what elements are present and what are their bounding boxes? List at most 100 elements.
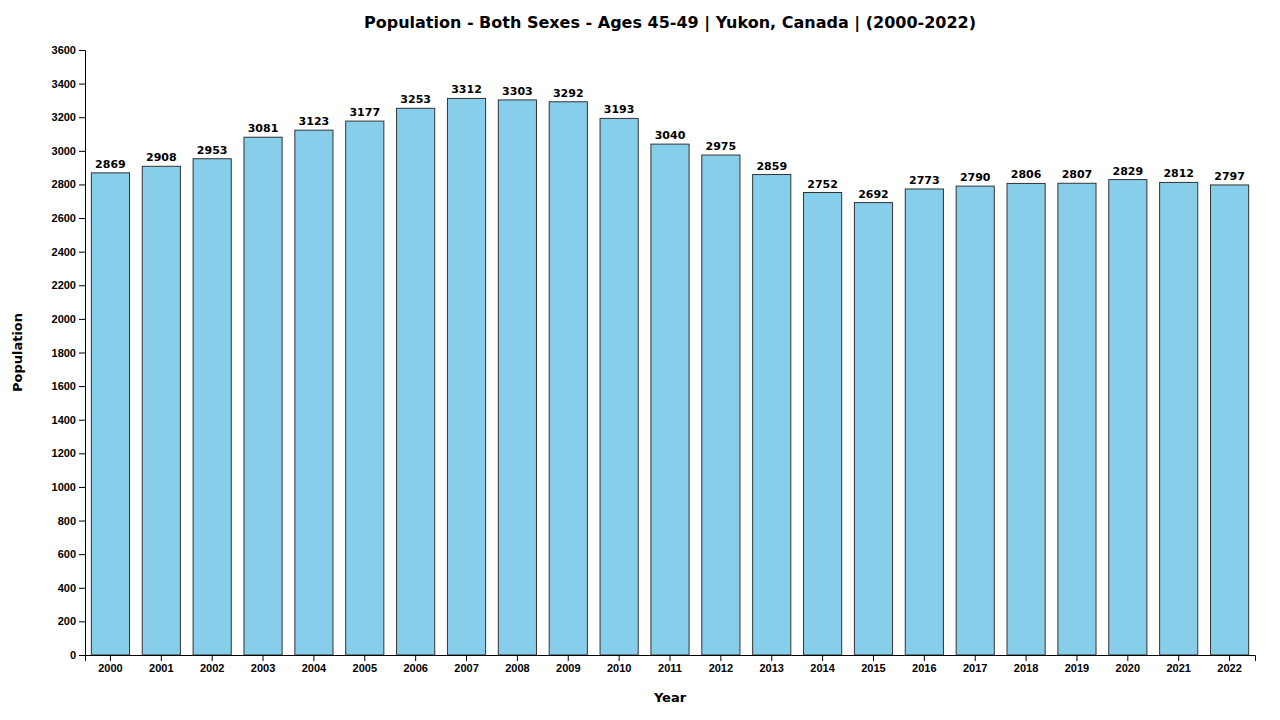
x-tick-label: 2013 [759, 662, 783, 674]
x-tick: 2001 [149, 655, 173, 674]
y-tick-label: 1000 [52, 481, 76, 493]
y-tick: 2200 [52, 279, 85, 291]
x-tick-mark [212, 655, 213, 661]
y-tick-label: 400 [58, 582, 76, 594]
x-tick: 2018 [1014, 655, 1038, 674]
data-label: 2790 [960, 171, 991, 184]
data-label: 3177 [349, 106, 380, 119]
y-tick: 1000 [52, 481, 85, 493]
y-tick-label: 1800 [52, 347, 76, 359]
x-tick-mark [517, 655, 518, 661]
y-tick-mark [79, 621, 85, 622]
y-tick-mark [79, 487, 85, 488]
y-tick: 1400 [52, 414, 85, 426]
x-tick-mark [771, 655, 772, 661]
x-tick-label: 2004 [302, 662, 327, 674]
x-tick: 2002 [200, 655, 224, 674]
y-tick-label: 3200 [52, 111, 76, 123]
y-tick: 3400 [52, 78, 85, 90]
data-label: 2859 [756, 160, 787, 173]
y-tick-mark [79, 386, 85, 387]
bar [447, 98, 485, 655]
bar [1210, 185, 1248, 655]
y-tick-mark [79, 453, 85, 454]
y-tick: 3000 [52, 145, 85, 157]
x-tick-mark [263, 655, 264, 661]
y-tick-mark [79, 554, 85, 555]
x-axis: 2000200120022003200420052006200720082009… [86, 655, 1256, 674]
data-label: 2773 [909, 174, 940, 187]
y-tick-mark [79, 50, 85, 51]
bar [193, 159, 231, 655]
x-tick-label: 2012 [709, 662, 733, 674]
x-tick: 2005 [353, 655, 377, 674]
y-axis: 0200400600800100012001400160018002000220… [52, 44, 86, 661]
x-tick: 2000 [98, 655, 122, 674]
y-tick-mark [79, 521, 85, 522]
x-tick: 2021 [1166, 655, 1190, 674]
y-tick-mark [79, 218, 85, 219]
data-label: 3040 [655, 129, 686, 142]
bar [295, 130, 333, 655]
x-axis-line [86, 656, 1256, 662]
bar [142, 166, 180, 655]
bar [956, 186, 994, 655]
y-tick-label: 0 [70, 649, 76, 661]
y-tick-mark [79, 353, 85, 354]
x-tick: 2013 [759, 655, 783, 674]
x-tick-label: 2005 [353, 662, 377, 674]
x-tick-mark [924, 655, 925, 661]
x-tick-label: 2011 [658, 662, 682, 674]
x-tick: 2012 [709, 655, 733, 674]
y-tick-mark [79, 319, 85, 320]
x-tick-label: 2014 [810, 662, 835, 674]
bar [1160, 182, 1198, 655]
y-tick: 3200 [52, 111, 85, 123]
x-tick-label: 2003 [251, 662, 275, 674]
y-tick: 1600 [52, 380, 85, 392]
y-tick-mark [79, 285, 85, 286]
x-tick: 2009 [556, 655, 580, 674]
data-label: 2807 [1062, 168, 1093, 181]
y-tick-label: 1400 [52, 414, 76, 426]
y-tick: 3600 [52, 44, 85, 56]
y-tick: 200 [58, 615, 85, 627]
x-tick-mark [975, 655, 976, 661]
x-tick-mark [1026, 655, 1027, 661]
data-label: 2692 [858, 188, 889, 201]
data-label: 2797 [1214, 170, 1245, 183]
y-tick: 0 [70, 649, 85, 661]
y-tick: 2600 [52, 212, 85, 224]
x-tick-label: 2002 [200, 662, 224, 674]
data-label: 3081 [248, 122, 279, 135]
bar [549, 102, 587, 655]
y-tick-mark [79, 151, 85, 152]
x-tick-mark [364, 655, 365, 661]
y-tick-mark [79, 252, 85, 253]
x-tick-mark [720, 655, 721, 661]
x-tick-label: 2007 [454, 662, 478, 674]
y-tick-label: 2000 [52, 313, 76, 325]
x-tick: 2004 [302, 655, 327, 674]
y-tick: 2000 [52, 313, 85, 325]
x-tick-mark [670, 655, 671, 661]
x-tick-mark [466, 655, 467, 661]
y-tick-mark [79, 588, 85, 589]
y-tick: 2400 [52, 246, 85, 258]
plot: 2000200120022003200420052006200720082009… [52, 44, 1256, 674]
x-tick-label: 2018 [1014, 662, 1038, 674]
data-label: 2752 [807, 178, 838, 191]
x-tick: 2016 [912, 655, 936, 674]
data-labels: 2869290829533081312331773253331233033292… [95, 83, 1245, 200]
y-tick-mark [79, 184, 85, 185]
y-tick-mark [79, 420, 85, 421]
bar [753, 175, 791, 655]
x-tick-mark [568, 655, 569, 661]
x-tick-label: 2010 [607, 662, 631, 674]
bar [91, 173, 129, 655]
x-tick-mark [822, 655, 823, 661]
bar [244, 137, 282, 655]
x-tick: 2015 [861, 655, 885, 674]
y-tick: 400 [58, 582, 85, 594]
x-tick-label: 2021 [1166, 662, 1190, 674]
